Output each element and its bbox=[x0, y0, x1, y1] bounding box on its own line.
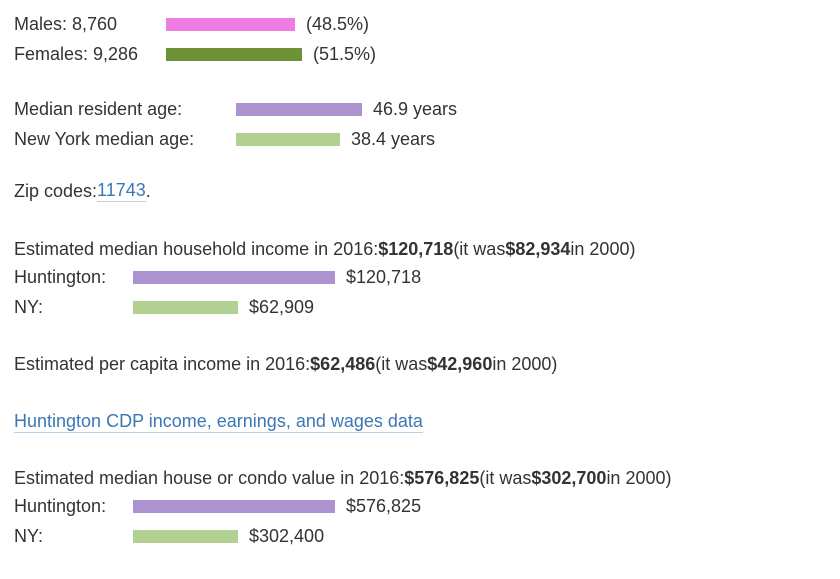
females-row: Females: 9,286 (51.5%) bbox=[14, 39, 840, 69]
house-ny-row: NY: $302,400 bbox=[14, 521, 840, 551]
income-huntington-bar bbox=[133, 270, 335, 284]
median-age-row: Median resident age: 46.9 years bbox=[14, 94, 840, 124]
income-ny-bar bbox=[133, 300, 238, 314]
median-age-label: Median resident age: bbox=[14, 98, 183, 119]
house-value-2016-value: $576,825 bbox=[404, 467, 480, 488]
males-row: Males: 8,760 (48.5%) bbox=[14, 9, 840, 39]
females-label: Females: 9,286 bbox=[14, 43, 139, 64]
per-capita-prefix: Estimated per capita income in 2016: bbox=[14, 353, 311, 374]
household-income-2016-value: $120,718 bbox=[378, 238, 454, 259]
income-ny-row: NY: $62,909 bbox=[14, 292, 840, 322]
income-ny-label: NY: bbox=[14, 296, 44, 317]
household-income-2000-value: $82,934 bbox=[505, 238, 571, 259]
house-huntington-value: $576,825 bbox=[346, 495, 422, 516]
zip-codes-label: Zip codes: bbox=[14, 180, 98, 201]
per-capita-income-heading: Estimated per capita income in 2016: $62… bbox=[14, 351, 840, 377]
income-earnings-wages-link[interactable]: Huntington CDP income, earnings, and wag… bbox=[14, 411, 423, 433]
females-percent-label: (51.5%) bbox=[313, 43, 377, 64]
household-income-prefix: Estimated median household income in 201… bbox=[14, 238, 379, 259]
house-ny-bar bbox=[133, 529, 238, 543]
house-value-suffix: in 2000) bbox=[606, 467, 672, 488]
house-ny-label: NY: bbox=[14, 525, 44, 546]
zip-code-link[interactable]: 11743 bbox=[97, 180, 146, 202]
median-age-value: 46.9 years bbox=[373, 98, 458, 119]
median-age-bar bbox=[236, 102, 362, 116]
income-ny-value: $62,909 bbox=[249, 296, 315, 317]
zip-codes-row: Zip codes: 11743 . bbox=[14, 176, 840, 206]
ny-median-age-bar bbox=[236, 132, 340, 146]
females-bar bbox=[166, 47, 302, 61]
ny-median-age-row: New York median age: 38.4 years bbox=[14, 124, 840, 154]
household-income-mid: (it was bbox=[453, 238, 506, 259]
per-capita-2016-value: $62,486 bbox=[310, 353, 376, 374]
house-value-prefix: Estimated median house or condo value in… bbox=[14, 467, 405, 488]
house-huntington-bar bbox=[133, 499, 335, 513]
males-bar bbox=[166, 17, 295, 31]
house-ny-value: $302,400 bbox=[249, 525, 325, 546]
per-capita-2000-value: $42,960 bbox=[427, 353, 493, 374]
house-value-mid: (it was bbox=[479, 467, 532, 488]
income-huntington-value: $120,718 bbox=[346, 266, 422, 287]
median-age-section: Median resident age: 46.9 years New York… bbox=[14, 94, 840, 154]
household-income-suffix: in 2000) bbox=[570, 238, 636, 259]
income-data-link-row: Huntington CDP income, earnings, and wag… bbox=[14, 409, 840, 435]
house-value-2000-value: $302,700 bbox=[531, 467, 607, 488]
per-capita-suffix: in 2000) bbox=[492, 353, 558, 374]
house-huntington-label: Huntington: bbox=[14, 495, 107, 516]
ny-median-age-label: New York median age: bbox=[14, 128, 195, 149]
house-huntington-row: Huntington: $576,825 bbox=[14, 491, 840, 521]
males-label: Males: 8,760 bbox=[14, 13, 118, 34]
house-value-heading: Estimated median house or condo value in… bbox=[14, 465, 840, 491]
males-percent-label: (48.5%) bbox=[306, 13, 370, 34]
gender-section: Males: 8,760 (48.5%) Females: 9,286 (51.… bbox=[14, 9, 840, 69]
household-income-heading: Estimated median household income in 201… bbox=[14, 236, 840, 262]
per-capita-mid: (it was bbox=[375, 353, 428, 374]
income-huntington-row: Huntington: $120,718 bbox=[14, 262, 840, 292]
income-huntington-label: Huntington: bbox=[14, 266, 107, 287]
zip-codes-period: . bbox=[145, 180, 151, 201]
ny-median-age-value: 38.4 years bbox=[351, 128, 436, 149]
